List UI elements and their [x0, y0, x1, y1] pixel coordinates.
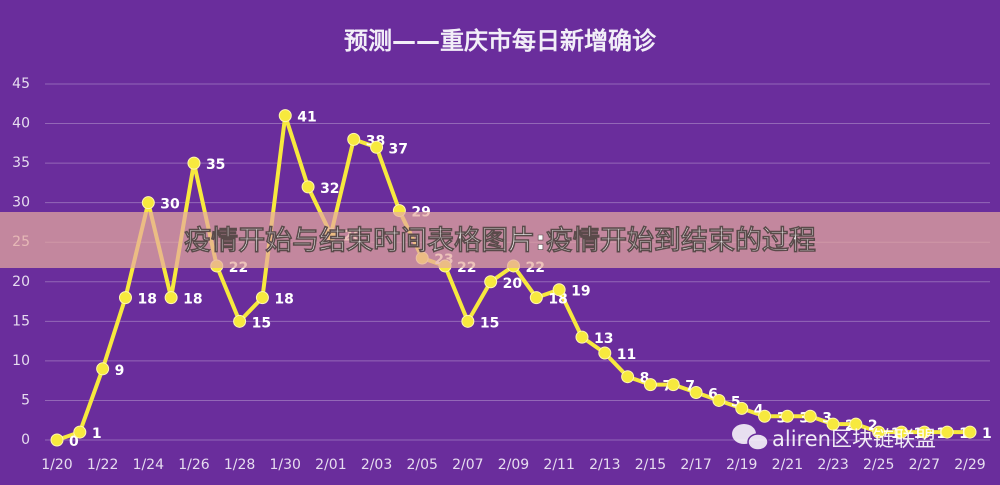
- data-label: 11: [617, 347, 636, 363]
- y-tick-label: 0: [21, 432, 30, 448]
- x-tick-label: 2/17: [680, 457, 711, 473]
- point: [780, 409, 794, 423]
- data-label: 9: [115, 363, 125, 379]
- data-label: 4: [754, 402, 764, 418]
- data-label: 41: [297, 110, 316, 126]
- point: [917, 425, 931, 439]
- point: [643, 378, 657, 392]
- point: [370, 140, 384, 154]
- point: [347, 132, 361, 146]
- x-tick-label: 2/15: [635, 457, 666, 473]
- data-label: 15: [480, 315, 499, 331]
- point: [73, 425, 87, 439]
- point: [598, 346, 612, 360]
- x-tick-label: 2/03: [361, 457, 392, 473]
- x-tick-label: 2/01: [315, 457, 346, 473]
- data-label: 37: [389, 141, 408, 157]
- point: [758, 409, 772, 423]
- chart-title: 预测——重庆市每日新增确诊: [344, 27, 657, 55]
- x-tick-label: 2/27: [909, 457, 940, 473]
- point: [689, 386, 703, 400]
- data-label: 19: [571, 284, 590, 300]
- data-label: 35: [206, 157, 225, 173]
- point: [963, 425, 977, 439]
- data-label: 1: [92, 426, 102, 442]
- data-label: 8: [640, 371, 650, 387]
- point: [278, 109, 292, 123]
- point: [301, 180, 315, 194]
- x-tick-label: 1/26: [178, 457, 210, 473]
- x-tick-label: 2/21: [772, 457, 803, 473]
- point: [803, 409, 817, 423]
- point: [141, 196, 155, 210]
- point: [164, 291, 178, 305]
- data-label: 18: [548, 292, 567, 308]
- point: [666, 378, 680, 392]
- point: [895, 425, 909, 439]
- x-tick-label: 1/30: [270, 457, 301, 473]
- x-tick-label: 2/19: [726, 457, 757, 473]
- data-label: 7: [685, 379, 695, 395]
- x-tick-label: 2/11: [543, 457, 574, 473]
- x-tick-label: 1/20: [41, 457, 72, 473]
- data-label: 0: [69, 434, 79, 450]
- y-tick-label: 10: [12, 353, 30, 369]
- data-label: 18: [183, 292, 202, 308]
- y-tick-label: 20: [12, 274, 30, 290]
- banner-band: [0, 212, 1000, 268]
- y-tick-label: 45: [12, 76, 30, 92]
- x-tick-label: 2/13: [589, 457, 620, 473]
- point: [118, 291, 132, 305]
- point: [233, 314, 247, 328]
- point: [187, 156, 201, 170]
- x-tick-label: 1/22: [87, 457, 118, 473]
- point: [552, 283, 566, 297]
- watermark-text: aliren区块链联盟: [772, 427, 936, 451]
- x-tick-label: 1/24: [133, 457, 165, 473]
- point: [255, 291, 269, 305]
- y-tick-label: 40: [12, 116, 30, 132]
- x-tick-label: 2/09: [498, 457, 529, 473]
- y-tick-label: 35: [12, 155, 30, 171]
- y-tick-label: 30: [12, 195, 30, 211]
- x-tick-label: 2/29: [954, 457, 985, 473]
- x-tick-label: 2/23: [817, 457, 848, 473]
- point: [96, 362, 110, 376]
- data-label: 2: [868, 418, 878, 434]
- point: [940, 425, 954, 439]
- data-label: 13: [594, 331, 613, 347]
- x-tick-label: 2/25: [863, 457, 894, 473]
- watermark-icon: [732, 424, 769, 451]
- data-label: 30: [160, 197, 180, 213]
- y-tick-label: 5: [21, 392, 30, 408]
- point: [484, 275, 498, 289]
- data-label: 6: [708, 387, 718, 403]
- data-label: 15: [252, 315, 271, 331]
- point: [872, 425, 886, 439]
- point: [621, 370, 635, 384]
- x-tick-label: 1/28: [224, 457, 255, 473]
- data-label: 18: [274, 292, 293, 308]
- point: [712, 393, 726, 407]
- point: [849, 417, 863, 431]
- data-label: 5: [731, 394, 741, 410]
- data-label: 32: [320, 181, 339, 197]
- data-label: 3: [822, 410, 832, 426]
- point: [826, 417, 840, 431]
- point: [529, 291, 543, 305]
- point: [575, 330, 589, 344]
- point: [50, 433, 64, 447]
- data-label: 20: [503, 276, 523, 292]
- point: [461, 314, 475, 328]
- banner-text: 疫情开始与结束时间表格图片:疫情开始到结束的过程: [184, 225, 816, 257]
- data-label: 18: [137, 292, 156, 308]
- x-tick-label: 2/07: [452, 457, 483, 473]
- data-label: 1: [982, 426, 992, 442]
- y-tick-label: 15: [12, 313, 30, 329]
- x-tick-label: 2/05: [406, 457, 437, 473]
- point: [735, 401, 749, 415]
